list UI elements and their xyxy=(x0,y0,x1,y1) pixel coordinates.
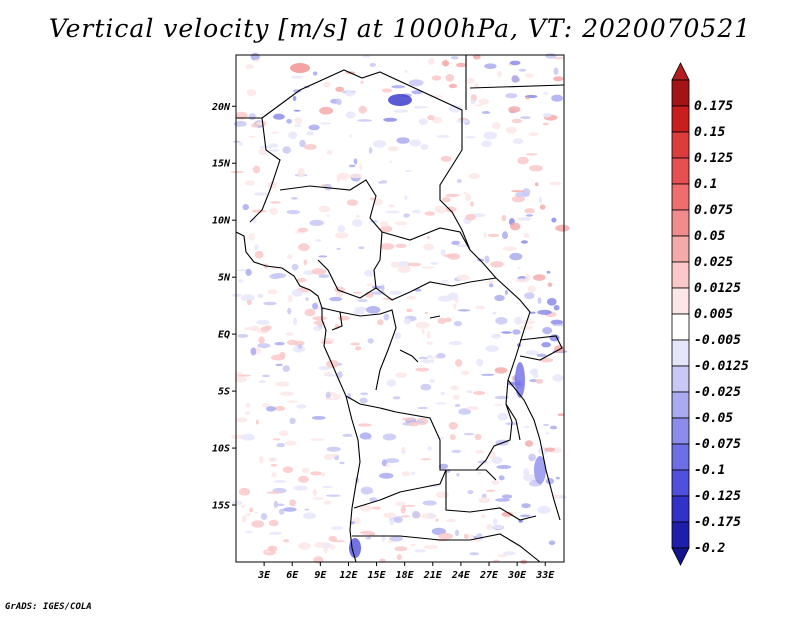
latitude-axis: 20N 15N 10N 5N EQ 5S 10S 15S xyxy=(211,102,236,512)
colorbar-label: -0.025 xyxy=(694,385,741,400)
grads-credit: GrADS: IGES/COLA xyxy=(5,602,92,612)
colorbar-swatch xyxy=(671,339,690,367)
lon-tick-label: 12E xyxy=(339,570,358,581)
colorbar-swatch xyxy=(671,495,690,523)
colorbar-label: -0.0125 xyxy=(694,359,749,374)
colorbar-label: -0.05 xyxy=(694,411,733,426)
lon-tick-label: 21E xyxy=(423,570,443,581)
colorbar-swatch xyxy=(671,391,690,419)
lon-tick-label: 27E xyxy=(479,570,499,581)
lon-tick-label: 24E xyxy=(451,570,471,581)
lon-tick-label: 33E xyxy=(535,570,555,581)
lon-tick-label: 18E xyxy=(396,570,415,581)
lat-tick-label: 15S xyxy=(212,501,230,512)
map-panel: 20N 15N 10N 5N EQ 5S 10S 15S 3E 6E 9E 12E 15E 18E 21E… xyxy=(211,52,570,581)
colorbar-label: -0.2 xyxy=(694,541,725,556)
colorbar-top-arrow xyxy=(671,62,690,81)
colorbar-label: 0.05 xyxy=(694,229,725,244)
velocity-field xyxy=(230,52,570,565)
colorbar-swatch xyxy=(671,209,690,237)
colorbar-swatch xyxy=(671,157,690,185)
country-borders xyxy=(235,55,565,563)
lat-tick-label: 15N xyxy=(212,159,231,170)
colorbar-label: 0.1 xyxy=(694,177,717,192)
colorbar-swatch xyxy=(671,235,690,263)
colorbar-swatch xyxy=(671,131,690,159)
colorbar-swatch xyxy=(671,313,690,341)
colorbar-swatch xyxy=(671,287,690,315)
colorbar-swatch xyxy=(671,105,690,133)
colorbar-swatch xyxy=(671,365,690,393)
lon-tick-label: 6E xyxy=(286,570,299,581)
colorbar-label: -0.1 xyxy=(694,463,725,478)
colorbar-label: 0.025 xyxy=(694,255,733,270)
colorbar-swatch xyxy=(671,79,690,107)
lon-tick-label: 3E xyxy=(257,570,271,581)
lon-tick-label: 15E xyxy=(368,570,387,581)
colorbar-swatch xyxy=(671,261,690,289)
longitude-axis: 3E 6E 9E 12E 15E 18E 21E 24E 27E 30E 33E xyxy=(257,562,555,581)
colorbar-label: -0.125 xyxy=(694,489,741,504)
colorbar-label: -0.175 xyxy=(694,515,741,530)
colorbar-label: 0.005 xyxy=(694,307,733,322)
lat-tick-label: 10N xyxy=(212,216,231,227)
lat-tick-label: 5S xyxy=(218,387,230,398)
colorbar-label: 0.075 xyxy=(694,203,733,218)
colorbar-swatch xyxy=(671,521,690,549)
colorbar-swatch xyxy=(671,417,690,445)
lat-tick-label: EQ xyxy=(218,330,230,341)
colorbar-label: 0.175 xyxy=(694,99,733,114)
lon-tick-label: 30E xyxy=(507,570,527,581)
lat-tick-label: 10S xyxy=(212,444,230,455)
colorbar-label: 0.0125 xyxy=(694,281,741,296)
map-frame xyxy=(235,54,565,563)
colorbar-bottom-arrow xyxy=(671,547,690,566)
colorbar-swatch xyxy=(671,183,690,211)
colorbar-label: -0.005 xyxy=(694,333,741,348)
colorbar-label: 0.15 xyxy=(694,125,725,140)
colorbar-label: 0.125 xyxy=(694,151,733,166)
lat-tick-label: 5N xyxy=(218,273,231,284)
colorbar-swatch xyxy=(671,443,690,471)
lon-tick-label: 9E xyxy=(314,570,327,581)
colorbar-label: -0.075 xyxy=(694,437,741,452)
colorbar: 0.175 0.15 0.125 0.1 0.075 0.05 0.025 0.0125 0.0… xyxy=(671,62,749,566)
map-title: Vertical velocity [m/s] at 1000hPa, VT: … xyxy=(48,14,752,43)
colorbar-swatch xyxy=(671,469,690,497)
lat-tick-label: 20N xyxy=(211,102,231,113)
